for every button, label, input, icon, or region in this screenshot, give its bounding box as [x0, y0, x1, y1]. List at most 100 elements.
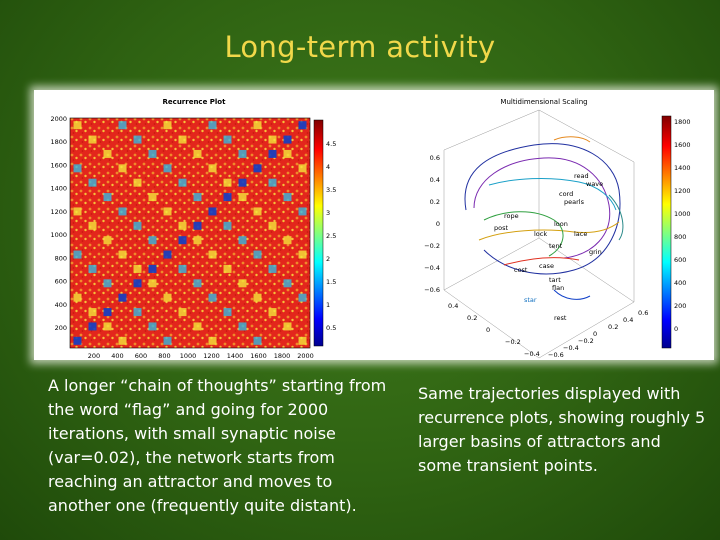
mds-colorbar-tick: 1800 — [674, 118, 691, 126]
recurrence-colorbar-tick: 3 — [326, 209, 330, 217]
mds-y-tick: 0.6 — [638, 309, 648, 317]
caption-left: A longer “chain of thoughts” starting fr… — [48, 376, 387, 515]
recurrence-cell — [223, 178, 232, 187]
mds-y-ticks: 0.6 0.4 0.2 0−0.2−0.4−0.6 — [548, 309, 648, 359]
recurrence-cell — [298, 164, 307, 173]
recurrence-y-tick: 1800 — [50, 138, 67, 146]
recurrence-colorbar-tick: 1.5 — [326, 278, 336, 286]
recurrence-cell — [133, 135, 142, 144]
recurrence-y-tick: 200 — [55, 324, 67, 332]
mds-y-tick: −0.4 — [563, 344, 579, 352]
recurrence-cell — [253, 207, 262, 216]
recurrence-cell — [88, 264, 97, 273]
mds-z-tick: 0.4 — [430, 176, 440, 184]
recurrence-x-tick: 400 — [111, 352, 123, 360]
recurrence-cell — [208, 207, 217, 216]
recurrence-cell — [103, 193, 112, 202]
recurrence-x-tick: 1400 — [227, 352, 244, 360]
recurrence-colorbar-tick: 2.5 — [326, 232, 336, 240]
recurrence-y-tick: 1600 — [50, 161, 67, 169]
recurrence-cell — [283, 149, 292, 158]
recurrence-y-tick: 1200 — [50, 208, 67, 216]
recurrence-cell — [193, 236, 202, 245]
recurrence-cell — [223, 264, 232, 273]
recurrence-cell — [103, 322, 112, 331]
recurrence-plot: Recurrence Plot 200018001600140012001000… — [50, 98, 336, 360]
recurrence-cell — [253, 293, 262, 302]
recurrence-colorbar-tick: 4.5 — [326, 140, 336, 148]
recurrence-cell — [133, 264, 142, 273]
recurrence-cell — [118, 250, 127, 259]
mds-x-tick: 0 — [486, 326, 490, 334]
recurrence-cell — [253, 336, 262, 345]
recurrence-cell — [208, 250, 217, 259]
mds-word-label: read — [574, 172, 589, 180]
recurrence-colorbar-tick: 1 — [326, 301, 330, 309]
recurrence-colorbar — [313, 119, 324, 347]
mds-z-tick: −0.6 — [424, 286, 440, 294]
recurrence-cell — [163, 207, 172, 216]
caption-right: Same trajectories displayed with recurre… — [418, 384, 706, 475]
recurrence-x-tick: 1600 — [250, 352, 267, 360]
recurrence-cell — [268, 221, 277, 230]
mds-y-tick: 0.2 — [608, 323, 618, 331]
recurrence-cell — [178, 221, 187, 230]
mds-x-tick: −0.2 — [505, 338, 521, 346]
recurrence-cell — [253, 164, 262, 173]
recurrence-cell — [283, 322, 292, 331]
recurrence-cell — [73, 293, 82, 302]
mds-trajectories — [464, 136, 624, 300]
mds-z-tick: −0.2 — [424, 242, 440, 250]
recurrence-cell — [238, 149, 247, 158]
recurrence-cell — [193, 149, 202, 158]
recurrence-cell — [178, 264, 187, 273]
recurrence-cell — [88, 322, 97, 331]
recurrence-cell — [193, 322, 202, 331]
recurrence-cell — [118, 207, 127, 216]
recurrence-plot-title: Recurrence Plot — [163, 98, 227, 106]
recurrence-cell — [268, 308, 277, 317]
figure-panel: Recurrence Plot 2000 1800 1600 1400 1200 1000… — [34, 90, 714, 360]
mds-word-label: cord — [559, 190, 573, 198]
recurrence-cell — [133, 178, 142, 187]
recurrence-cell — [283, 236, 292, 245]
recurrence-cell — [148, 264, 157, 273]
recurrence-cell — [73, 164, 82, 173]
recurrence-cell — [298, 250, 307, 259]
recurrence-blocks — [73, 121, 307, 345]
recurrence-cell — [223, 135, 232, 144]
mds-colorbar-tick: 400 — [674, 279, 686, 287]
mds-word-label: pearls — [564, 198, 585, 206]
recurrence-x-tick: 1800 — [274, 352, 291, 360]
mds-colorbar-tick: 1600 — [674, 141, 691, 149]
mds-word-label: lock — [534, 230, 547, 238]
recurrence-cell — [163, 250, 172, 259]
mds-colorbar-tick: 600 — [674, 256, 686, 264]
mds-y-tick: −0.6 — [548, 351, 564, 359]
recurrence-cell — [103, 149, 112, 158]
recurrence-cell — [253, 250, 262, 259]
recurrence-cell — [193, 279, 202, 288]
recurrence-cell — [118, 164, 127, 173]
recurrence-cell — [148, 193, 157, 202]
recurrence-cell — [208, 164, 217, 173]
recurrence-cell — [268, 149, 277, 158]
recurrence-cell — [178, 236, 187, 245]
mds-y-tick: −0.2 — [578, 337, 594, 345]
mds-word-label: star — [524, 296, 537, 304]
recurrence-cell — [103, 308, 112, 317]
recurrence-colorbar-ticks: 4.5 4 3.5 3 2.5 2 1.5 1 0.5 — [326, 140, 336, 332]
recurrence-cell — [133, 279, 142, 288]
mds-colorbar-tick: 800 — [674, 233, 686, 241]
recurrence-cell — [73, 121, 82, 130]
recurrence-cell — [283, 193, 292, 202]
recurrence-cell — [208, 293, 217, 302]
recurrence-cell — [208, 336, 217, 345]
recurrence-cell — [223, 193, 232, 202]
recurrence-cell — [103, 279, 112, 288]
mds-z-tick: 0.6 — [430, 154, 440, 162]
mds-word-label: flan — [552, 284, 564, 292]
recurrence-cell — [73, 250, 82, 259]
recurrence-cell — [73, 336, 82, 345]
